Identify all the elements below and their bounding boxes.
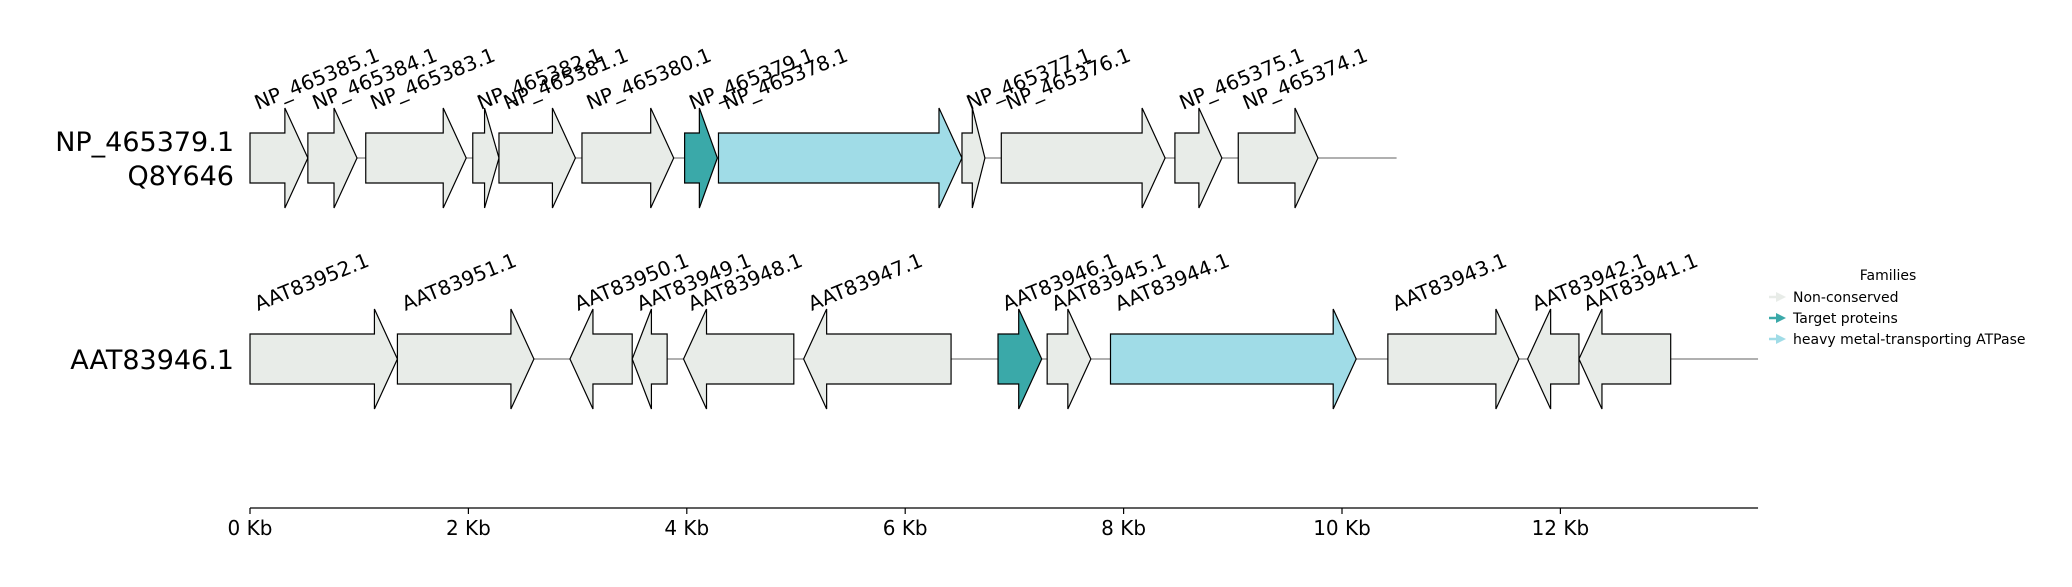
legend-item-label: Target proteins [1792,311,1898,327]
gene-arrow-NP_465374.1[interactable] [1237,107,1319,209]
legend-title: Families [1860,268,1917,284]
gene-arrow-NP_465381.1[interactable] [498,107,577,209]
gene-arrow-AAT83941.1[interactable] [1578,308,1672,410]
gene-arrow-AAT83950.1[interactable] [569,308,633,410]
legend-swatch-arrow-icon [1776,292,1786,302]
gene-arrow-NP_465382.1[interactable] [472,107,500,209]
gene-arrow-AAT83942.1[interactable] [1526,308,1580,410]
gene-arrow-AAT83946.1[interactable] [997,308,1043,410]
gene-arrow-NP_465380.1[interactable] [581,107,675,209]
gene-arrow-AAT83944.1[interactable] [1109,308,1357,410]
axis-tick-label: 2 Kb [446,516,491,540]
gene-label: AAT83952.1 [251,248,372,316]
track-label: Q8Y646 [128,161,234,192]
gene-arrow-AAT83948.1[interactable] [682,308,795,410]
legend: Families Non-conserved Target proteins hea… [1769,268,2025,348]
gene-arrow-NP_465378.1[interactable] [717,107,963,209]
gene-arrow-AAT83951.1[interactable] [396,308,535,410]
kb-axis: 0 Kb 2 Kb 4 Kb 6 Kb 8 Kb 10 Kb 12 Kb [228,507,1759,540]
gene-label: AAT83947.1 [805,248,926,316]
gene-arrow-AAT83952.1[interactable] [249,308,399,410]
axis-tick-label: 4 Kb [664,516,709,540]
gene-arrow-NP_465384.1[interactable] [307,107,358,209]
gene-arrow-NP_465375.1[interactable] [1174,107,1223,209]
axis-tick-label: 6 Kb [883,516,928,540]
gene-arrow-NP_465376.1[interactable] [1000,107,1166,209]
gene-arrow-AAT83949.1[interactable] [631,308,668,410]
legend-swatch-arrow-icon [1776,334,1786,344]
gene-arrow-AAT83943.1[interactable] [1387,308,1520,410]
gene-arrow-NP_465383.1[interactable] [365,107,467,209]
gene-arrow-NP_465385.1[interactable] [249,107,309,209]
track-1: NP_465379.1Q8Y646NP_465385.1NP_465384.1N… [55,43,1397,209]
legend-item-label: heavy metal-transporting ATPase [1793,332,2025,348]
gene-arrow-NP_465377.1[interactable] [961,107,986,209]
legend-swatch-arrow-icon [1776,313,1786,323]
gene-arrow-AAT83947.1[interactable] [802,308,952,410]
gene-label: AAT83951.1 [398,248,519,316]
gene-arrow-AAT83945.1[interactable] [1046,308,1092,410]
axis-tick-label: 0 Kb [228,516,273,540]
tracks-layer: NP_465379.1Q8Y646NP_465385.1NP_465384.1N… [55,43,1759,410]
gene-arrow-NP_465379.1[interactable] [684,107,719,209]
axis-tick-label: 8 Kb [1101,516,1146,540]
legend-item-label: Non-conserved [1793,290,1899,306]
axis-tick-label: 10 Kb [1313,516,1371,540]
track-label: AAT83946.1 [70,345,234,376]
axis-tick-label: 12 Kb [1532,516,1590,540]
track-label: NP_465379.1 [55,127,234,158]
gene-label: AAT83943.1 [1389,248,1510,316]
